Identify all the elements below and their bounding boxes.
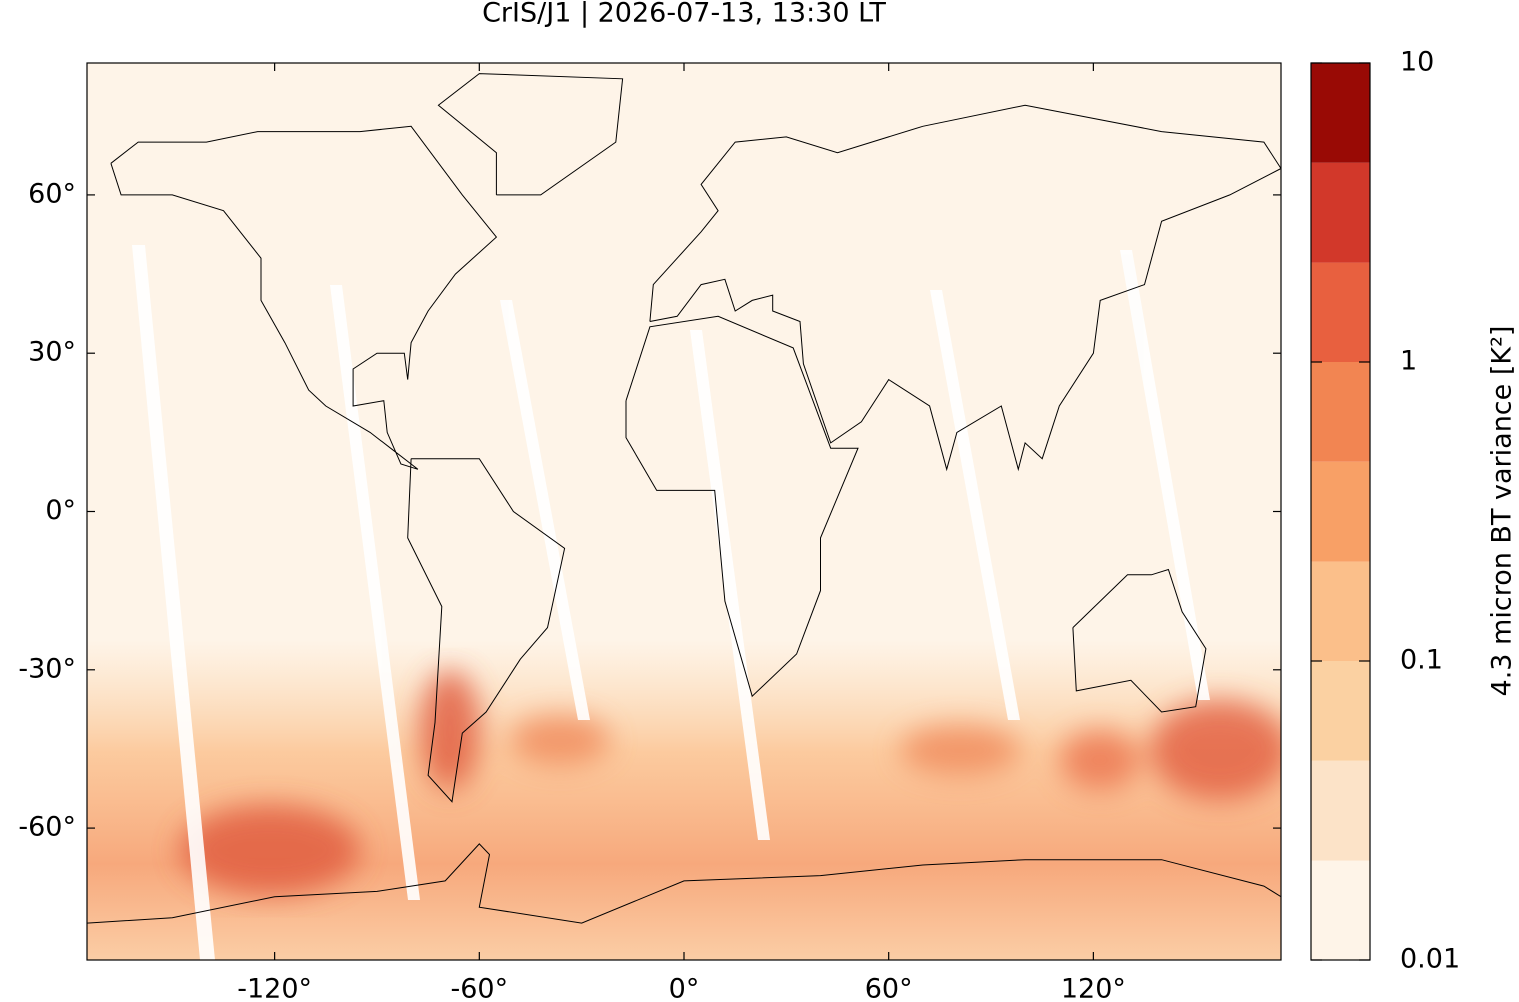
coastline	[437, 73, 624, 196]
colorbar-band	[1311, 63, 1370, 163]
colorbar-tick-label: 10	[1400, 47, 1434, 78]
colorbar-band	[1311, 262, 1370, 362]
coastline	[407, 458, 566, 803]
x-tick-label: 120°	[1061, 974, 1126, 1002]
southern-field	[87, 640, 1281, 960]
y-tick-label: -30°	[18, 653, 76, 684]
map-field	[87, 63, 1281, 960]
colorbar-band	[1311, 162, 1370, 263]
x-tick-label: -60°	[451, 974, 509, 1002]
coastline	[87, 843, 1281, 924]
colorbar-band	[1311, 561, 1370, 661]
swath-gaps	[132, 245, 1210, 960]
colorbar-band	[1311, 661, 1370, 761]
hotspots	[180, 670, 1281, 895]
coastline	[110, 125, 498, 470]
y-tick-label: 60°	[28, 178, 76, 209]
colorbar-band	[1311, 760, 1370, 861]
colorbar-band	[1311, 461, 1370, 562]
coastline	[649, 104, 1281, 472]
colorbar-tick-label: 0.1	[1400, 645, 1443, 676]
colorbar-tick-label: 0.01	[1400, 944, 1460, 975]
colorbar-label: 4.3 micron BT variance [K²]	[1487, 326, 1518, 697]
colorbar-band	[1311, 860, 1370, 960]
colorbar-tick-label: 1	[1400, 346, 1417, 377]
colorbar	[1311, 63, 1370, 960]
coastlines	[87, 73, 1281, 924]
x-tick-label: 60°	[865, 974, 913, 1002]
y-tick-label: 30°	[28, 337, 76, 368]
x-tick-label: -120°	[237, 974, 312, 1002]
colorbar-frame	[1310, 62, 1371, 961]
coastline	[1072, 568, 1207, 713]
y-tick-label: -60°	[18, 812, 76, 843]
coastline	[625, 315, 859, 698]
y-tick-label: 0°	[45, 495, 76, 526]
chart-title: CrIS/J1 | 2026-07-13, 13:30 LT	[482, 0, 886, 29]
x-tick-label: 0°	[669, 974, 700, 1002]
colorbar-band	[1311, 362, 1370, 462]
